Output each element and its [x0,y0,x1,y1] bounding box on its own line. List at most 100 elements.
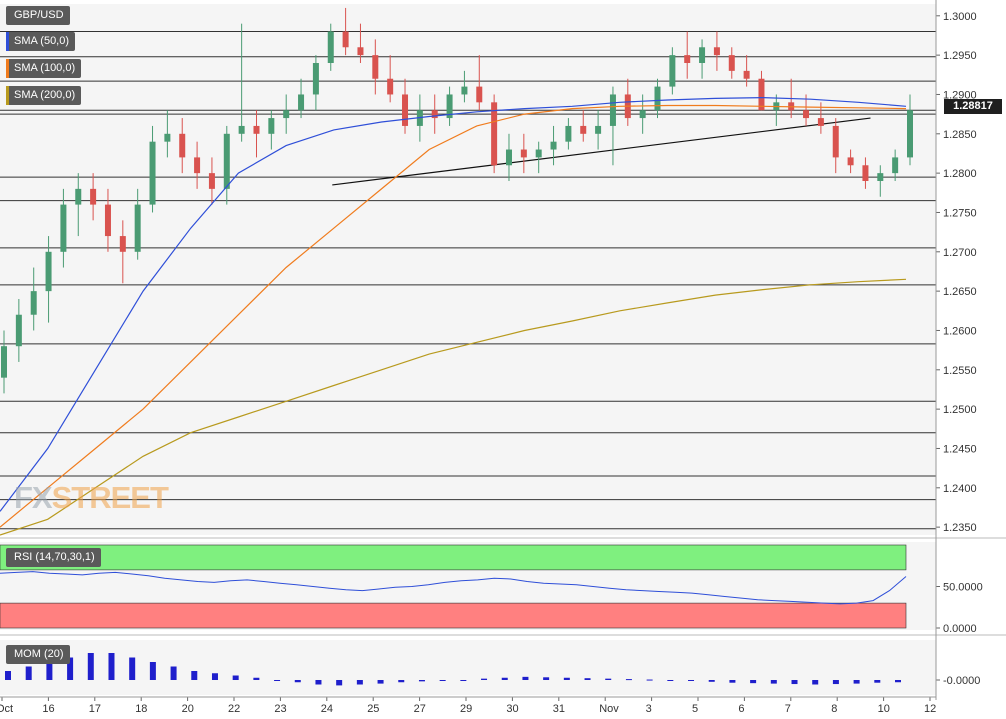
y-tick-label: 1.2550 [943,365,977,377]
momentum-bar [274,680,281,681]
y-tick-label: 1.2450 [943,443,977,455]
y-tick-label: 1.2900 [943,89,977,101]
candle-body [713,47,720,56]
momentum-bar [211,673,218,680]
momentum-bar [377,680,384,684]
candle-body [223,133,230,189]
x-tick-label: 8 [831,703,837,715]
candle-body [45,251,52,292]
candle-body [758,78,765,111]
y-tick-label: 1.2400 [943,483,977,495]
sma100-line [0,104,907,528]
legend-symbol[interactable]: GBP/USD [6,6,70,25]
candle-body [327,31,334,63]
momentum-bar [688,680,695,681]
x-tick-label: Oct [0,703,13,715]
momentum-bar [812,680,819,685]
momentum-bar [832,680,839,685]
x-tick-label: 20 [182,703,194,715]
candle-body [30,291,37,315]
candle-body [446,94,453,119]
x-tick-label: 31 [553,703,565,715]
rsi-tick-label: 0.0000 [943,623,977,635]
momentum-bar [584,678,591,680]
fxstreet-watermark: FXSTREET [14,480,169,515]
candle-body [387,78,394,95]
y-tick-label: 1.2650 [943,286,977,298]
x-tick-label: 3 [646,703,652,715]
x-tick-label: 27 [414,703,426,715]
candle-body [862,165,869,181]
legend-rsi[interactable]: RSI (14,70,30,1) [6,548,101,567]
sma50-line [0,96,907,512]
candle-body [194,157,201,174]
candle-body [728,55,735,71]
momentum-bar [129,657,136,680]
candle-body [550,141,557,150]
candle-body [565,125,572,142]
momentum-bar [87,653,94,680]
candle-body [580,125,587,134]
candle-body [238,125,245,134]
momentum-bar [356,680,363,685]
candle-body [847,157,854,166]
sma100-swatch [6,59,9,78]
candle-body [342,31,349,48]
candle-body [268,118,275,134]
rsi-oversold-band [0,602,907,629]
x-tick-label: 29 [460,703,472,715]
rsi-line [0,571,907,605]
x-tick-label: 24 [321,703,333,715]
last-price-label: 1.28817 [944,99,1002,114]
x-tick-label: 30 [506,703,518,715]
x-tick-label: 10 [878,703,890,715]
candle-body [312,63,319,95]
momentum-bar [253,677,260,680]
momentum-bar [336,680,343,686]
mom-pane-bg [0,640,936,695]
momentum-bar [315,680,322,685]
candle-body [832,125,839,158]
momentum-bar [191,671,198,680]
candle-body [491,102,498,166]
candle-body [520,149,527,158]
candle-body [15,314,22,347]
candle-body [431,110,438,119]
x-tick-label: 16 [42,703,54,715]
momentum-bar [418,680,425,682]
candle-body [639,110,646,119]
candle-body [104,204,111,237]
x-tick-label: 5 [692,703,698,715]
momentum-bar [149,662,156,680]
momentum-bar [646,679,653,681]
candle-body [75,188,82,205]
momentum-bar [667,680,674,681]
momentum-bar [708,680,715,682]
candle-body [208,173,215,189]
legend-sma200[interactable]: SMA (200,0) [6,86,82,105]
y-tick-label: 1.2950 [943,50,977,62]
legend-sma100[interactable]: SMA (100,0) [6,59,82,78]
candle-body [179,133,186,158]
x-tick-label: 7 [785,703,791,715]
candle-body [699,47,706,63]
momentum-bar [729,680,736,683]
candle-body [461,86,468,95]
legend-sma50[interactable]: SMA (50,0) [6,32,76,51]
candle-body [298,94,305,111]
candle-body [609,94,616,126]
candle-body [134,204,141,252]
legend-mom[interactable]: MOM (20) [6,645,70,664]
momentum-bar [108,653,115,680]
x-tick-label: Nov [599,703,619,715]
momentum-bar [750,680,757,684]
momentum-bar [170,666,177,680]
y-tick-label: 1.2500 [943,404,977,416]
momentum-bar [874,680,881,683]
candle-body [505,149,512,166]
momentum-bar [853,680,860,684]
momentum-bar [895,680,901,683]
momentum-bar [791,680,798,685]
